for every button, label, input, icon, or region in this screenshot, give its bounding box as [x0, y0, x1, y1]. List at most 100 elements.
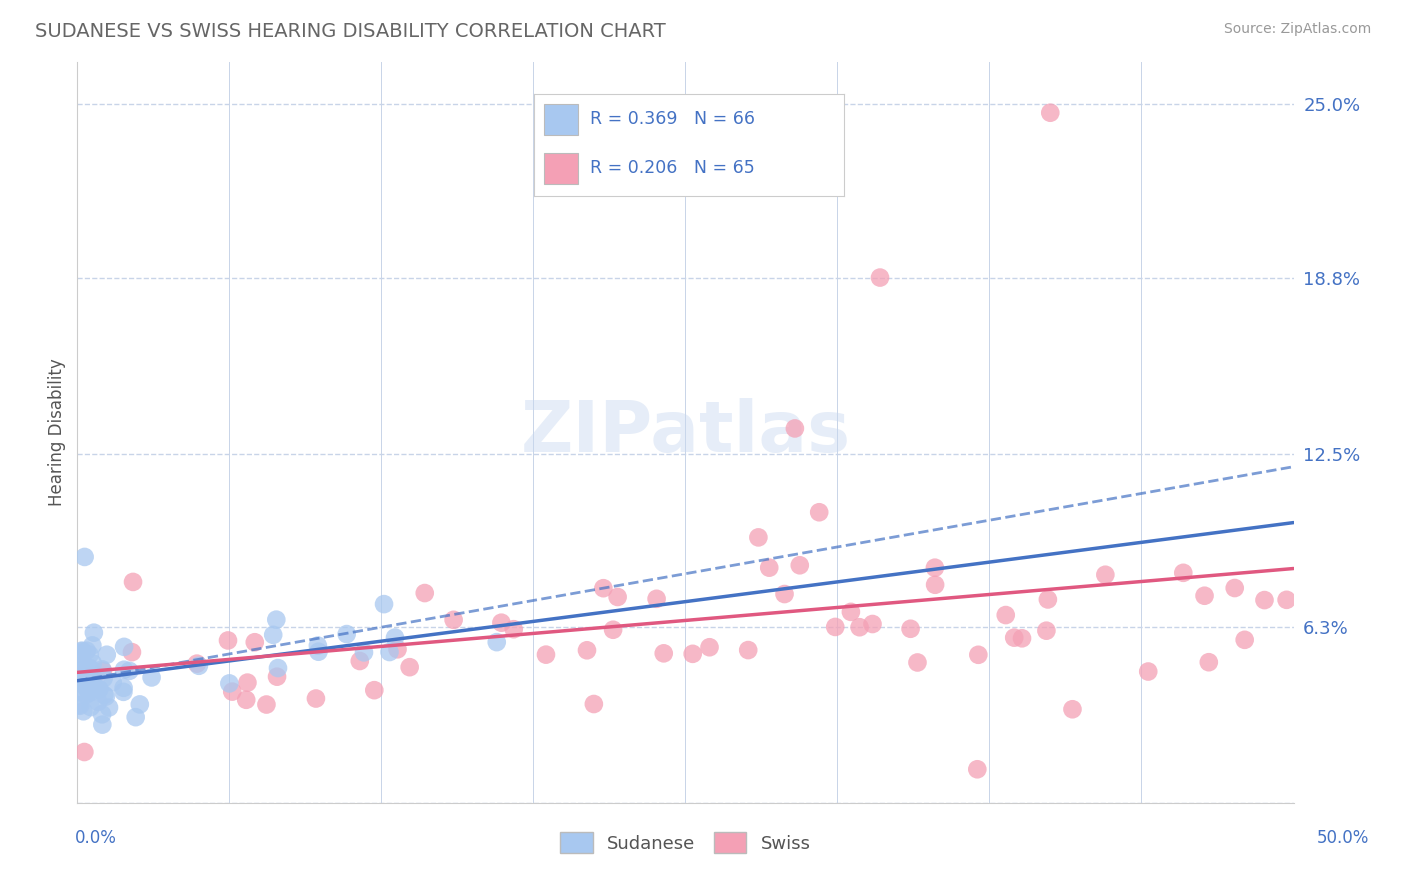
- Point: [924, 578, 946, 592]
- Point: [112, 640, 135, 654]
- Text: 50.0%: 50.0%: [1316, 829, 1369, 847]
- Point: [67, 684, 90, 698]
- Point: [783, 421, 806, 435]
- Point: [187, 658, 209, 673]
- Point: [682, 647, 704, 661]
- Point: [848, 620, 870, 634]
- Point: [80, 681, 103, 695]
- Point: [378, 645, 401, 659]
- Point: [75, 677, 97, 691]
- Point: [994, 608, 1017, 623]
- Point: [1194, 589, 1216, 603]
- Point: [77, 685, 100, 699]
- Point: [75, 688, 97, 702]
- Point: [266, 670, 288, 684]
- Y-axis label: Hearing Disability: Hearing Disability: [48, 359, 66, 507]
- Point: [398, 660, 420, 674]
- Point: [966, 762, 988, 776]
- Point: [112, 685, 135, 699]
- Point: [1253, 593, 1275, 607]
- Point: [839, 605, 862, 619]
- Point: [79, 668, 101, 682]
- Point: [76, 643, 98, 657]
- Point: [737, 643, 759, 657]
- Point: [221, 684, 243, 698]
- Point: [87, 682, 110, 697]
- Point: [79, 662, 101, 676]
- Point: [808, 505, 831, 519]
- Point: [305, 691, 328, 706]
- Point: [862, 617, 884, 632]
- Point: [70, 644, 93, 658]
- Point: [121, 645, 143, 659]
- Point: [307, 639, 329, 653]
- Text: Source: ZipAtlas.com: Source: ZipAtlas.com: [1223, 22, 1371, 37]
- Point: [75, 669, 97, 683]
- Point: [67, 662, 90, 676]
- Point: [72, 704, 94, 718]
- Point: [1137, 665, 1160, 679]
- Point: [141, 670, 163, 684]
- Point: [73, 549, 96, 564]
- Point: [186, 657, 208, 671]
- Point: [235, 693, 257, 707]
- Point: [1039, 105, 1062, 120]
- Point: [67, 698, 90, 713]
- Point: [1036, 592, 1059, 607]
- Point: [824, 620, 846, 634]
- Text: R = 0.206   N = 65: R = 0.206 N = 65: [591, 159, 755, 177]
- Point: [907, 656, 929, 670]
- Point: [602, 623, 624, 637]
- Point: [77, 681, 100, 696]
- Point: [869, 270, 891, 285]
- Point: [94, 690, 117, 704]
- Point: [1233, 632, 1256, 647]
- Point: [606, 590, 628, 604]
- Point: [243, 635, 266, 649]
- Point: [77, 684, 100, 698]
- Point: [502, 622, 524, 636]
- Point: [967, 648, 990, 662]
- Point: [89, 682, 111, 697]
- Point: [83, 625, 105, 640]
- Point: [373, 597, 395, 611]
- Text: 0.0%: 0.0%: [75, 829, 117, 847]
- Point: [336, 627, 359, 641]
- Point: [266, 613, 288, 627]
- Point: [91, 664, 114, 678]
- Point: [82, 639, 104, 653]
- Point: [70, 643, 93, 657]
- Point: [384, 631, 406, 645]
- Point: [900, 622, 922, 636]
- Point: [118, 664, 141, 678]
- Point: [112, 663, 135, 677]
- Point: [128, 698, 150, 712]
- Point: [98, 700, 121, 714]
- Point: [124, 710, 146, 724]
- Point: [534, 648, 557, 662]
- Point: [80, 700, 103, 714]
- Point: [84, 681, 107, 695]
- Point: [82, 657, 104, 671]
- Point: [262, 628, 284, 642]
- Bar: [544, 153, 578, 184]
- Point: [218, 676, 240, 690]
- Point: [70, 646, 93, 660]
- Point: [96, 648, 118, 662]
- Point: [1094, 567, 1116, 582]
- Point: [75, 665, 97, 679]
- Point: [73, 679, 96, 693]
- Point: [1223, 581, 1246, 595]
- Point: [575, 643, 598, 657]
- Point: [443, 613, 465, 627]
- Text: SUDANESE VS SWISS HEARING DISABILITY CORRELATION CHART: SUDANESE VS SWISS HEARING DISABILITY COR…: [35, 22, 666, 41]
- Point: [73, 675, 96, 690]
- Point: [101, 675, 124, 690]
- Point: [267, 661, 290, 675]
- Point: [491, 615, 513, 630]
- Point: [122, 574, 145, 589]
- Point: [87, 695, 110, 709]
- Point: [236, 675, 259, 690]
- Point: [652, 646, 675, 660]
- Point: [72, 663, 94, 677]
